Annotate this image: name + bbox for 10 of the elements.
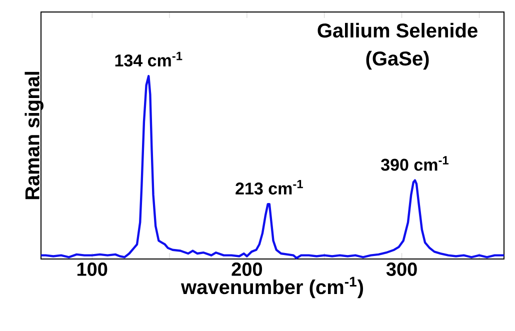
x-axis-title: wavenumber (cm$^{-1}$) (180, 276, 364, 298)
annotation: 390 cm$^{-1}$ (380, 156, 449, 171)
annotation: 213 cm$^{-1}$ (236, 180, 303, 195)
chart-subtitle: (GaSe) (366, 50, 429, 70)
x-tick-label: 300 (386, 262, 417, 276)
chart-title: Gallium Selenide (318, 22, 478, 38)
x-tick-label: 100 (77, 262, 108, 276)
annotation: 134 cm$^{-1}$ (115, 52, 182, 67)
y-axis-title: Raman signal (24, 72, 44, 200)
x-tick-label: 200 (232, 262, 262, 276)
